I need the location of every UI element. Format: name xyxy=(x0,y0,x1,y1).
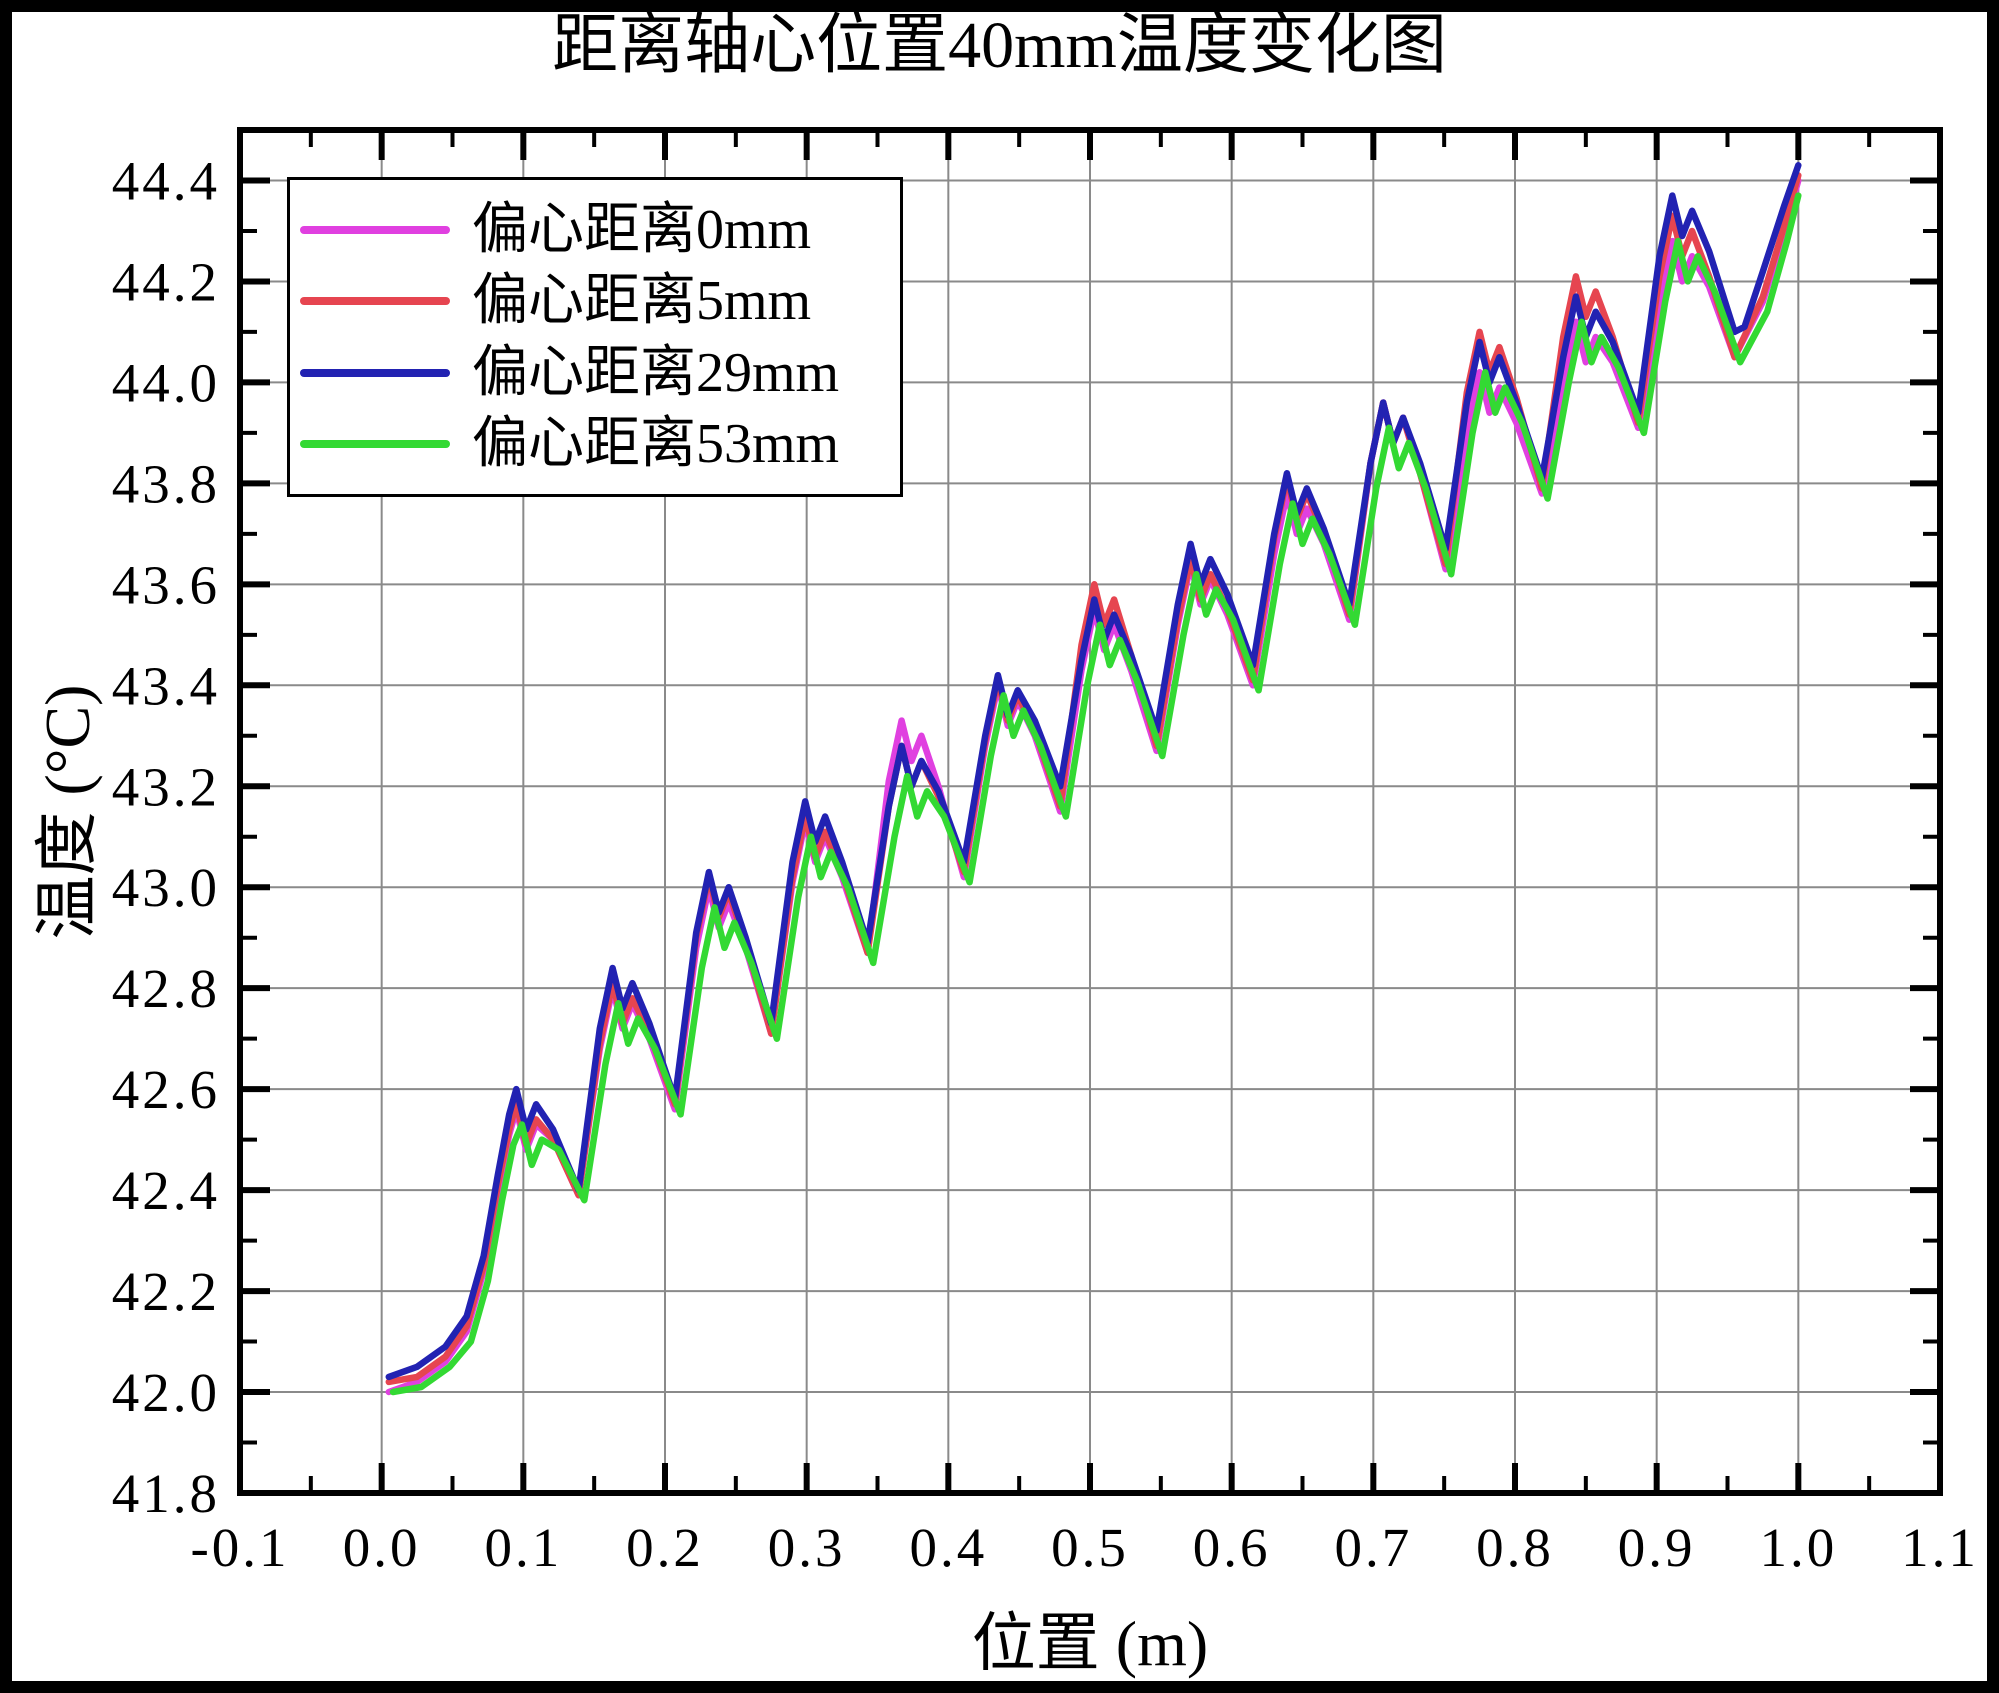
data-series-lines xyxy=(385,162,1802,1396)
y-tick-label: 44.0 xyxy=(112,352,220,413)
legend-box: 偏心距离0mm 偏心距离5mm 偏心距离29mm 偏心距离53mm xyxy=(287,177,903,497)
y-tick-label: 43.8 xyxy=(112,453,220,514)
legend-line-swatch xyxy=(300,225,450,234)
x-tick-label: 0.6 xyxy=(1193,1517,1271,1578)
legend-item-0: 偏心距离0mm xyxy=(296,202,890,258)
x-axis-title: 位置 (m) xyxy=(971,1608,1209,1679)
x-tick-label: 0.3 xyxy=(768,1517,846,1578)
y-tick-label: 42.8 xyxy=(112,958,220,1019)
legend-line-swatch xyxy=(300,368,450,377)
legend-line-swatch xyxy=(300,297,450,306)
y-tick-label: 43.2 xyxy=(112,756,220,817)
x-tick-label: 1.1 xyxy=(1901,1517,1979,1578)
legend-line-swatch xyxy=(300,440,450,449)
series-line-2 xyxy=(385,162,1802,1381)
x-tick-label: 0.4 xyxy=(909,1517,987,1578)
axis-ticks xyxy=(240,130,1940,1493)
y-axis-title: 温度 (°C) xyxy=(32,684,103,940)
y-tick-label: 42.6 xyxy=(112,1059,220,1120)
x-tick-label: 0.5 xyxy=(1051,1517,1129,1578)
y-tick-label: 42.2 xyxy=(112,1261,220,1322)
x-tick-label: 0.0 xyxy=(343,1517,421,1578)
y-tick-label: 43.4 xyxy=(112,655,220,716)
x-tick-label: 1.0 xyxy=(1759,1517,1837,1578)
x-tick-label: 0.7 xyxy=(1334,1517,1412,1578)
y-tick-label: 44.4 xyxy=(112,150,220,211)
x-tick-label: 0.9 xyxy=(1618,1517,1696,1578)
y-tick-label: 41.8 xyxy=(112,1463,220,1524)
legend-item-label: 偏心距离29mm xyxy=(472,341,840,404)
y-tick-label: 44.2 xyxy=(112,251,220,312)
x-tick-label: -0.1 xyxy=(190,1517,289,1578)
legend-item-1: 偏心距离5mm xyxy=(296,273,890,329)
legend-item-label: 偏心距离53mm xyxy=(472,413,840,476)
legend-item-2: 偏心距离29mm xyxy=(296,345,890,401)
legend-item-label: 偏心距离5mm xyxy=(472,270,812,333)
x-tick-label: 0.2 xyxy=(626,1517,704,1578)
axis-tick-labels: -0.1 0.0 0.1 0.2 0.3 0.4 0.5 0.6 0.7 0.8 0.9 1.0 1.1… xyxy=(112,150,1979,1578)
chart-title: 距离轴心位置40mm温度变化图 xyxy=(552,9,1447,82)
y-tick-label: 43.0 xyxy=(112,857,220,918)
legend-item-label: 偏心距离0mm xyxy=(472,198,812,261)
x-tick-label: 0.8 xyxy=(1476,1517,1554,1578)
y-tick-label: 42.0 xyxy=(112,1362,220,1423)
series-line-3 xyxy=(389,192,1802,1396)
y-tick-label: 43.6 xyxy=(112,554,220,615)
legend-item-3: 偏心距离53mm xyxy=(296,416,890,472)
y-tick-label: 42.4 xyxy=(112,1160,220,1221)
x-tick-label: 0.1 xyxy=(484,1517,562,1578)
